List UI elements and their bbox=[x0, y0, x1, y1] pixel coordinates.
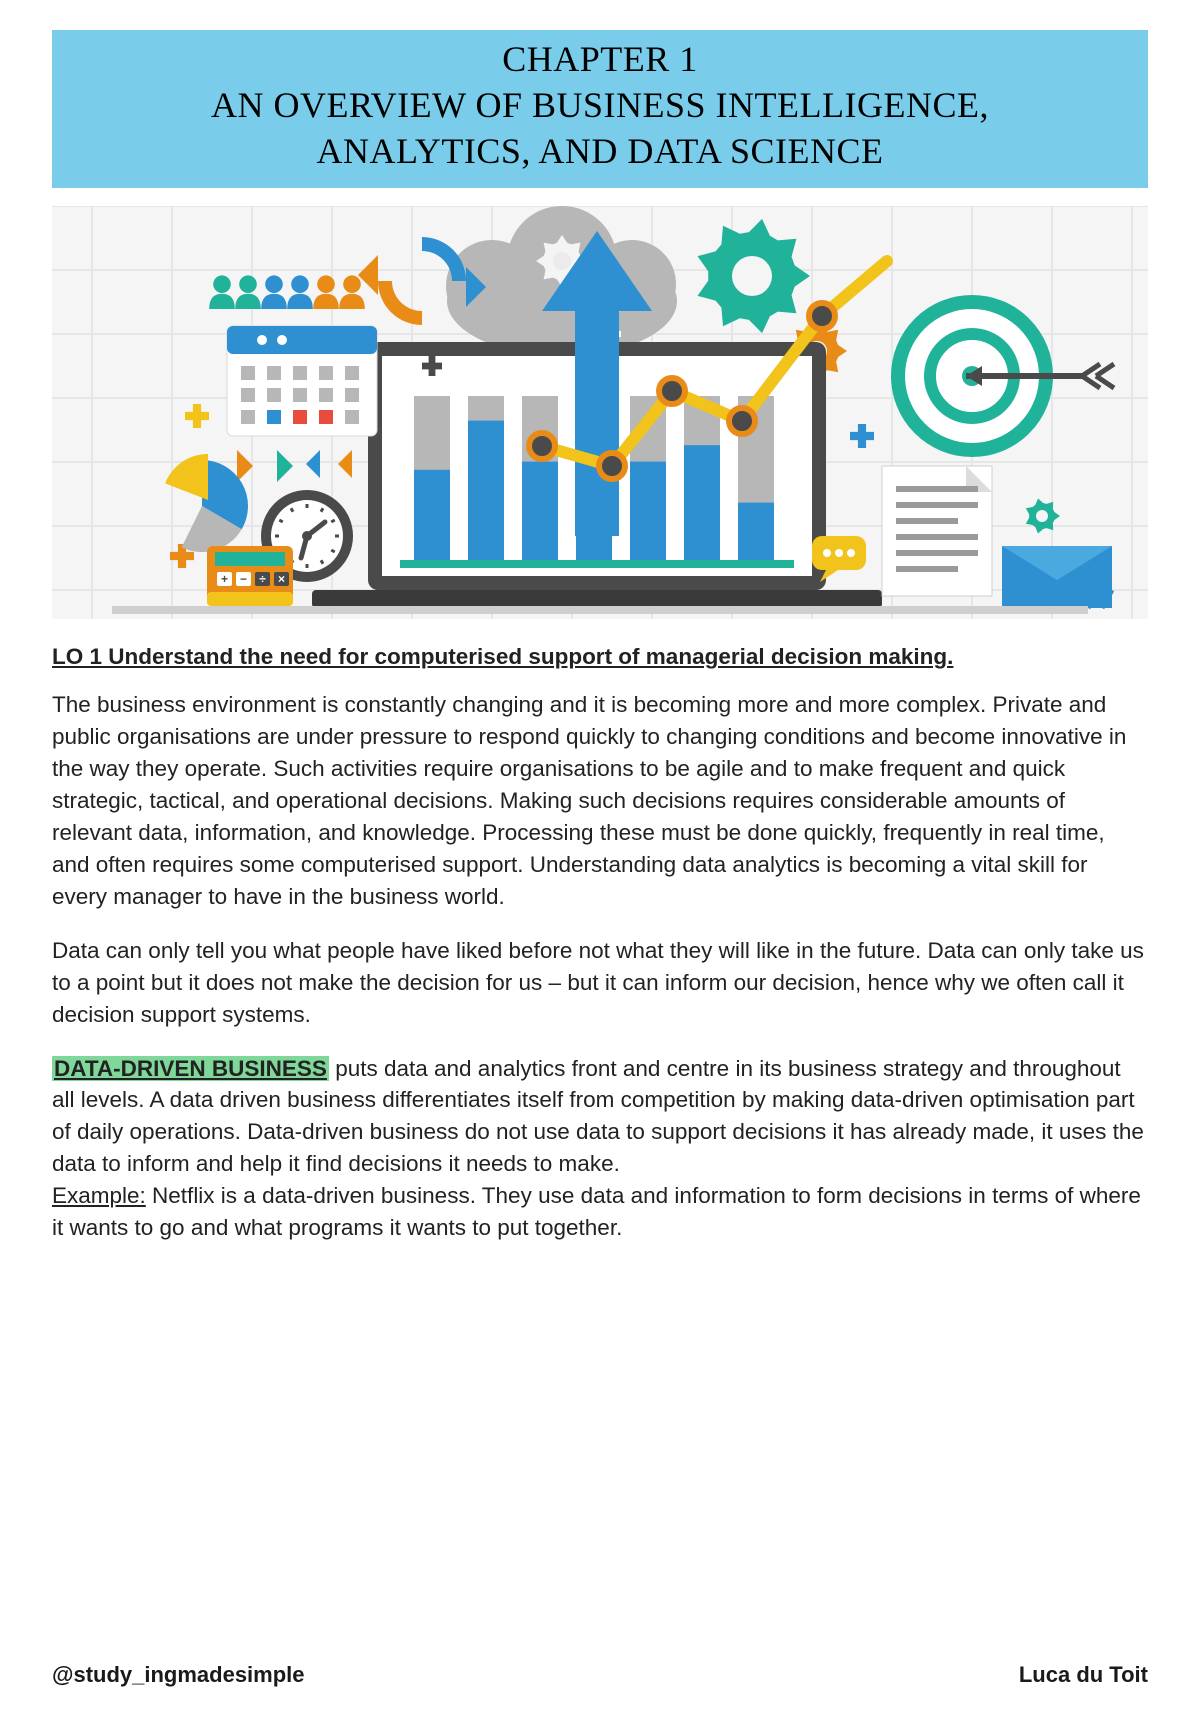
footer-author: Luca du Toit bbox=[1019, 1662, 1148, 1688]
ddb-highlight: DATA-DRIVEN BUSINESS bbox=[52, 1056, 329, 1081]
paragraph-2: Data can only tell you what people have … bbox=[52, 935, 1148, 1031]
svg-text:−: − bbox=[240, 572, 247, 586]
hero-illustration: +−÷ × bbox=[52, 206, 1148, 619]
banner-line-1: CHAPTER 1 bbox=[62, 36, 1138, 82]
example-label: Example: bbox=[52, 1183, 146, 1208]
lo-heading: LO 1 Understand the need for computerise… bbox=[52, 641, 1148, 673]
banner-line-3: ANALYTICS, AND DATA SCIENCE bbox=[62, 128, 1138, 174]
paragraph-ddb: DATA-DRIVEN BUSINESS puts data and analy… bbox=[52, 1053, 1148, 1245]
example-text: Netflix is a data-driven business. They … bbox=[52, 1183, 1141, 1240]
banner-line-2: AN OVERVIEW OF BUSINESS INTELLIGENCE, bbox=[62, 82, 1138, 128]
svg-text:+: + bbox=[221, 572, 228, 586]
paragraph-1: The business environment is constantly c… bbox=[52, 689, 1148, 913]
page-footer: @study_ingmadesimple Luca du Toit bbox=[52, 1662, 1148, 1688]
chapter-banner: CHAPTER 1 AN OVERVIEW OF BUSINESS INTELL… bbox=[52, 30, 1148, 188]
svg-text:÷: ÷ bbox=[259, 572, 266, 586]
footer-handle: @study_ingmadesimple bbox=[52, 1662, 305, 1688]
svg-text:×: × bbox=[278, 572, 285, 586]
page-content: LO 1 Understand the need for computerise… bbox=[52, 641, 1148, 1244]
